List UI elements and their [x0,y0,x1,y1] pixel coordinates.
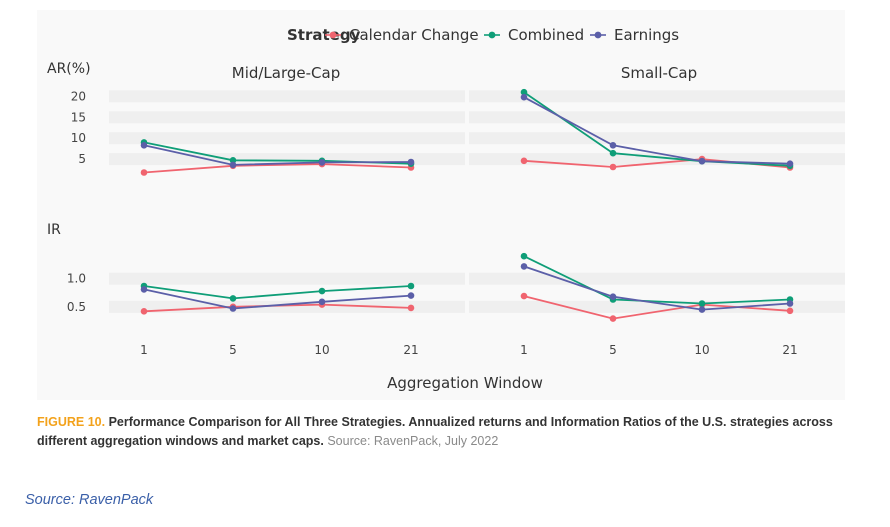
series-line-earnings-small-cap-0 [523,96,791,165]
figure-caption: FIGURE 10. Performance Comparison for Al… [37,413,837,451]
data-point-earnings-mid-large-cap-0-3 [407,158,415,166]
x-tick-label-0-1: 5 [229,343,237,357]
footer-source: Source: RavenPack [25,492,154,508]
data-point-calendar-change-small-cap-0-1 [609,163,617,171]
data-point-earnings-mid-large-cap-0-1 [229,161,237,169]
legend-marker-combined [488,31,496,39]
data-point-calendar-change-mid-large-cap-0-0 [140,169,148,176]
y-tick-label-0-3: 20 [71,89,86,103]
data-point-calendar-change-mid-large-cap-1-3 [407,304,415,312]
y-tick-label-0-2: 15 [71,110,86,124]
y-tick-label-0-1: 10 [71,131,86,145]
data-point-calendar-change-small-cap-0-0 [520,157,528,165]
grid-band-1-0-0 [109,300,465,313]
grid-band-0-0-2 [109,111,465,124]
grid-band-0-0-3 [109,90,465,103]
series-line-combined-mid-large-cap-1 [143,285,412,300]
x-tick-label-1-2: 10 [694,343,709,357]
data-point-earnings-small-cap-0-2 [698,157,706,165]
data-point-combined-small-cap-1-0 [520,252,528,260]
data-point-earnings-small-cap-0-3 [786,160,794,167]
series-line-earnings-mid-large-cap-0 [143,144,412,166]
data-point-earnings-small-cap-1-0 [520,263,528,270]
grid-band-1-0-1 [109,272,465,285]
data-point-earnings-mid-large-cap-1-0 [140,286,148,293]
caption-source: Source: RavenPack, July 2022 [327,434,499,448]
data-point-earnings-small-cap-0-0 [520,93,528,101]
grid-band-0-1-2 [469,111,845,124]
x-tick-label-0-3: 21 [403,343,418,357]
figure-label: FIGURE 10. [37,415,106,429]
data-point-combined-small-cap-0-0 [520,88,528,96]
x-tick-label-1-1: 5 [609,343,617,357]
y-axis-label-0: AR(%) [47,61,91,77]
column-title-small-cap: Small-Cap [621,64,697,82]
legend-label-calendar-change: Calendar Change [349,26,479,44]
x-tick-label-0-2: 10 [314,343,329,357]
data-point-earnings-small-cap-0-1 [609,142,617,149]
x-tick-label-1-0: 1 [520,343,528,357]
data-point-calendar-change-small-cap-1-1 [609,315,617,322]
legend-label-combined: Combined [508,26,584,44]
y-tick-label-1-0: 0.5 [67,300,86,314]
legend-label-earnings: Earnings [614,26,679,44]
y-tick-label-1-1: 1.0 [67,272,86,286]
y-tick-label-0-0: 5 [78,152,86,166]
x-tick-label-0-0: 1 [140,343,148,357]
data-point-earnings-mid-large-cap-1-1 [229,305,237,312]
data-point-earnings-small-cap-1-1 [609,293,617,301]
data-point-calendar-change-small-cap-1-3 [786,307,794,315]
column-title-mid-large-cap: Mid/Large-Cap [232,64,341,82]
data-point-earnings-small-cap-1-3 [786,300,794,307]
data-point-combined-small-cap-1-2 [698,300,706,307]
series-line-calendar-change-mid-large-cap-0 [143,163,412,174]
grid-band-1-1-0 [469,300,845,313]
y-axis-label-1: IR [47,222,61,238]
data-point-combined-mid-large-cap-0-1 [229,157,237,164]
data-point-earnings-mid-large-cap-0-0 [140,142,148,149]
series-line-earnings-mid-large-cap-1 [143,288,412,310]
data-point-earnings-small-cap-1-2 [698,306,706,313]
legend-title: Strategy [287,26,361,44]
data-point-earnings-mid-large-cap-1-3 [407,292,415,299]
chart-panel: Strategy Calendar Change Combined Earnings M… [37,10,845,400]
data-point-calendar-change-mid-large-cap-1-0 [140,308,148,315]
x-tick-label-1-3: 21 [782,343,797,357]
data-point-combined-mid-large-cap-1-1 [229,295,237,302]
data-point-combined-small-cap-0-1 [609,149,617,157]
data-point-earnings-mid-large-cap-0-2 [318,159,326,166]
data-point-calendar-change-small-cap-1-0 [520,292,528,300]
legend-marker-calendar-change [329,31,337,39]
data-point-earnings-mid-large-cap-1-2 [318,298,326,306]
grid-band-0-0-1 [109,132,465,145]
series-line-calendar-change-small-cap-1 [523,295,791,320]
legend-marker-earnings [594,31,602,39]
caption-text: Performance Comparison for All Three Str… [37,415,833,448]
x-axis-title: Aggregation Window [387,374,543,392]
grid-band-0-1-1 [469,132,845,145]
grid-band-1-1-1 [469,272,845,285]
series-line-combined-small-cap-1 [523,255,791,305]
data-point-combined-mid-large-cap-1-3 [407,282,415,290]
series-line-combined-small-cap-0 [523,91,791,167]
data-point-combined-mid-large-cap-1-2 [318,287,326,295]
grid-band-0-1-3 [469,90,845,103]
series-line-earnings-small-cap-1 [523,265,791,311]
